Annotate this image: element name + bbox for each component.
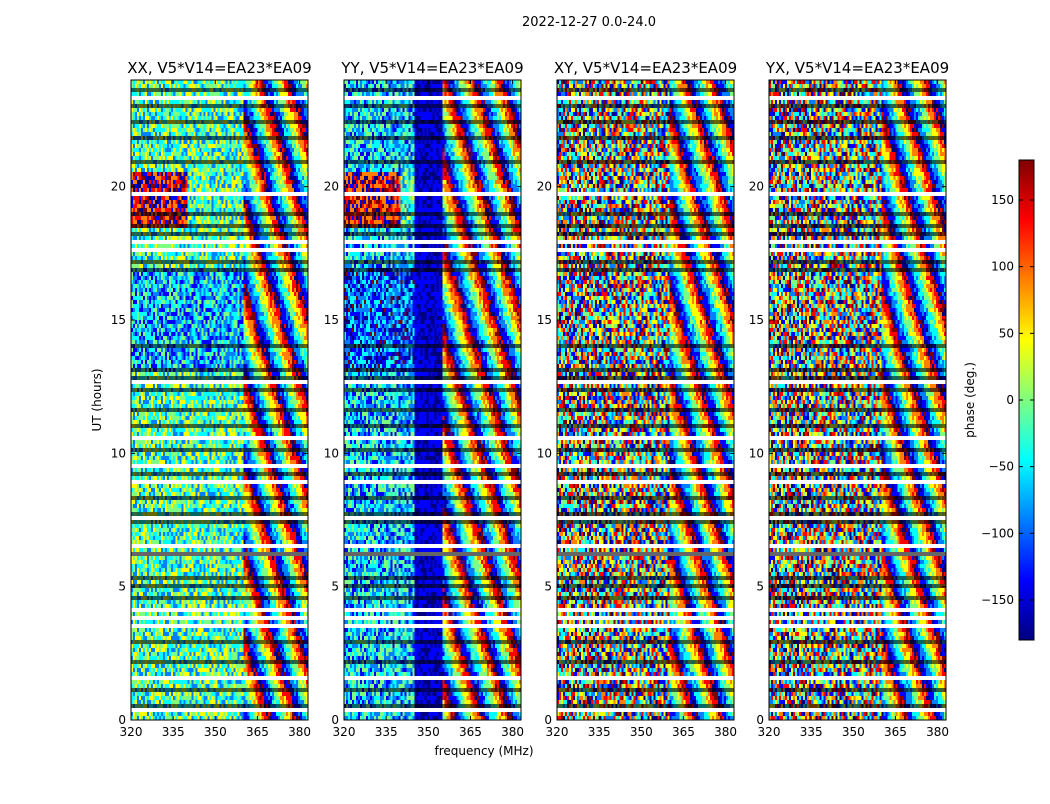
colorbar-tick-label: 100 [991, 260, 1014, 274]
y-tick-label: 0 [118, 713, 126, 727]
panel-title: XX, V5*V14=EA23*EA09 [127, 59, 311, 77]
y-tick-label: 15 [111, 313, 126, 327]
y-tick-label: 20 [749, 180, 764, 194]
y-tick-label: 15 [537, 313, 552, 327]
colorbar-tick-label: 150 [991, 193, 1014, 207]
x-tick-label: 335 [588, 725, 611, 739]
x-tick-label: 320 [758, 725, 781, 739]
y-tick-label: 5 [544, 580, 552, 594]
panel-1: YY, V5*V14=EA23*EA09 320 335 350 365 380 0 5 10 1… [324, 59, 524, 739]
panel-0: XX, V5*V14=EA23*EA09 320 335 350 365 380 0 5 10 1… [111, 59, 312, 739]
x-tick-label: 365 [884, 725, 907, 739]
y-tick-label: 10 [537, 446, 552, 460]
y-tick-label: 0 [331, 713, 339, 727]
y-tick-label: 10 [324, 446, 339, 460]
panel-frame [556, 79, 735, 721]
panel-frame [343, 79, 522, 721]
heatmap-image-3 [769, 80, 946, 720]
y-tick-label: 15 [324, 313, 339, 327]
colorbar-tick-label: −50 [989, 460, 1014, 474]
y-tick-label: 0 [756, 713, 764, 727]
colorbar-tick-label: 50 [999, 326, 1014, 340]
x-tick-label: 380 [926, 725, 949, 739]
x-tick-label: 320 [120, 725, 143, 739]
y-tick-label: 10 [749, 446, 764, 460]
y-tick-label: 20 [324, 180, 339, 194]
x-tick-label: 335 [800, 725, 823, 739]
x-tick-label: 365 [459, 725, 482, 739]
x-tick-label: 335 [162, 725, 185, 739]
y-tick-label: 20 [111, 180, 126, 194]
colorbar-tick-label: 0 [1006, 393, 1014, 407]
y-tick-label: 0 [544, 713, 552, 727]
x-tick-label: 380 [501, 725, 524, 739]
x-tick-label: 365 [246, 725, 269, 739]
x-tick-label: 350 [417, 725, 440, 739]
x-axis-label: frequency (MHz) [434, 744, 533, 758]
panel-title: XY, V5*V14=EA23*EA09 [554, 59, 737, 77]
colorbar-label: phase (deg.) [963, 362, 977, 438]
heatmap-image-0 [131, 80, 308, 720]
x-tick-label: 380 [714, 725, 737, 739]
figure-title: 2022-12-27 0.0-24.0 [522, 15, 656, 30]
colorbar-tick-label: −150 [981, 593, 1014, 607]
y-tick-label: 15 [749, 313, 764, 327]
x-tick-label: 320 [546, 725, 569, 739]
panel-title: YX, V5*V14=EA23*EA09 [765, 59, 949, 77]
y-tick-label: 5 [118, 580, 126, 594]
y-axis-label: UT (hours) [90, 368, 104, 431]
y-tick-label: 10 [111, 446, 126, 460]
colorbar-tick-label: −100 [981, 526, 1014, 540]
heatmap-image-1 [344, 80, 521, 720]
x-tick-label: 335 [375, 725, 398, 739]
y-tick-label: 5 [331, 580, 339, 594]
x-tick-label: 380 [288, 725, 311, 739]
x-tick-label: 365 [672, 725, 695, 739]
panel-3: YX, V5*V14=EA23*EA09 320 335 350 365 380 0 5 10 1… [749, 59, 949, 739]
panel-frame [768, 79, 947, 721]
panels: XX, V5*V14=EA23*EA09 320 335 350 365 380 0 5 10 1… [111, 59, 949, 739]
y-tick-label: 20 [537, 180, 552, 194]
panel-frame [130, 79, 309, 721]
x-tick-label: 350 [630, 725, 653, 739]
heatmap-image-2 [557, 80, 734, 720]
x-tick-label: 350 [842, 725, 865, 739]
x-tick-label: 320 [333, 725, 356, 739]
x-tick-label: 350 [204, 725, 227, 739]
y-tick-label: 5 [756, 580, 764, 594]
panel-2: XY, V5*V14=EA23*EA09 320 335 350 365 380 0 5 10 1… [537, 59, 737, 739]
panel-title: YY, V5*V14=EA23*EA09 [340, 59, 523, 77]
colorbar: 150 100 50 0 −50 −100 −150 [981, 159, 1035, 641]
